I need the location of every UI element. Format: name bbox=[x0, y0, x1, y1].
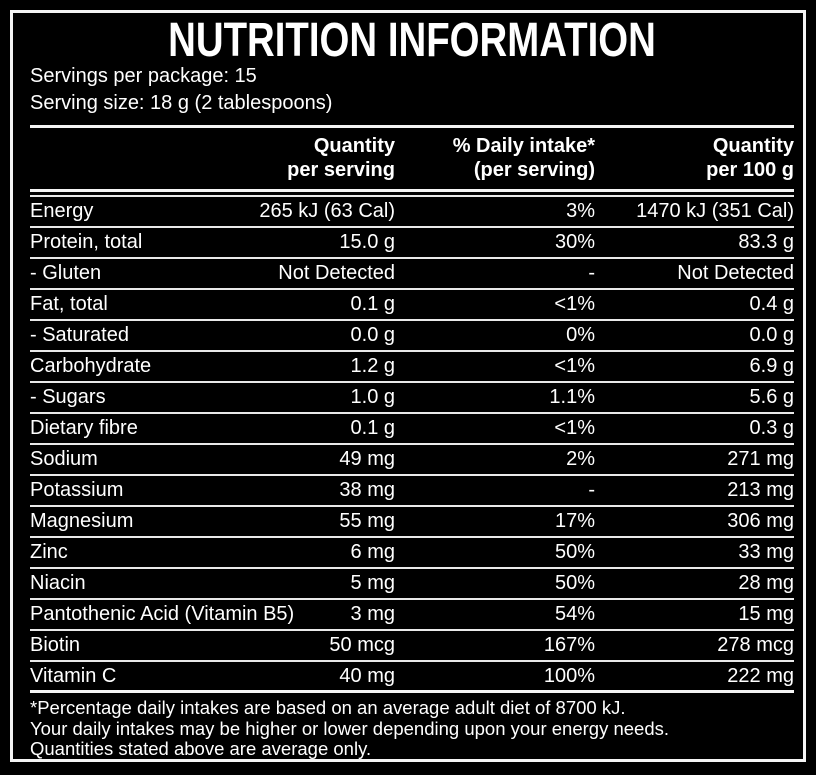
nutrient-row: - Sugars 1.0 g 1.1% 5.6 g bbox=[30, 383, 794, 414]
quantity-per-100g: 5.6 g bbox=[749, 386, 794, 408]
daily-intake-percent: 0% bbox=[566, 324, 595, 346]
daily-intake-percent: - bbox=[588, 479, 595, 501]
quantity-per-100g: 271 mg bbox=[727, 448, 794, 470]
quantity-per-serving: 0.0 g bbox=[350, 324, 395, 346]
daily-intake-percent: - bbox=[588, 262, 595, 284]
nutrient-label: Potassium bbox=[30, 479, 124, 501]
servings-per-package: Servings per package: 15 bbox=[30, 65, 257, 87]
quantity-per-100g: 15 mg bbox=[738, 603, 794, 625]
nutrient-row: Magnesium 55 mg 17% 306 mg bbox=[30, 507, 794, 538]
quantity-per-100g: 28 mg bbox=[738, 572, 794, 594]
quantity-per-100g: 0.4 g bbox=[749, 293, 794, 315]
footnote-daily-intake-basis: *Percentage daily intakes are based on a… bbox=[30, 697, 626, 718]
quantity-per-serving: 265 kJ (63 Cal) bbox=[259, 200, 395, 222]
column-header-quantity-per-serving: Quantity per serving bbox=[287, 135, 395, 181]
nutrient-label: Carbohydrate bbox=[30, 355, 152, 377]
quantity-per-100g: 222 mg bbox=[727, 665, 794, 687]
quantity-per-serving: 55 mg bbox=[339, 510, 395, 532]
quantity-per-100g: 0.0 g bbox=[749, 324, 794, 346]
daily-intake-percent: 50% bbox=[554, 572, 595, 594]
table-column-headers: Quantity per serving % Daily intake* (pe… bbox=[30, 128, 794, 192]
nutrient-row: - Saturated 0.0 g 0% 0.0 g bbox=[30, 321, 794, 352]
footnotes: *Percentage daily intakes are based on a… bbox=[30, 693, 794, 760]
daily-intake-percent: 100% bbox=[543, 665, 595, 687]
column-header-quantity-per-100g: Quantity per 100 g bbox=[706, 135, 794, 181]
nutrient-row: Carbohydrate 1.2 g <1% 6.9 g bbox=[30, 352, 794, 383]
nutrient-row: Potassium 38 mg - 213 mg bbox=[30, 476, 794, 507]
daily-intake-percent: <1% bbox=[554, 293, 595, 315]
nutrient-label: - Gluten bbox=[30, 262, 102, 284]
quantity-per-100g: 83.3 g bbox=[738, 231, 794, 253]
daily-intake-percent: 30% bbox=[554, 231, 595, 253]
quantity-per-100g: 1470 kJ (351 Cal) bbox=[636, 200, 794, 222]
nutrient-label: Pantothenic Acid (Vitamin B5) bbox=[30, 603, 295, 625]
top-rule bbox=[30, 125, 794, 128]
daily-intake-percent: 1.1% bbox=[549, 386, 595, 408]
quantity-per-serving: 3 mg bbox=[350, 603, 395, 625]
nutrient-row: - Gluten Not Detected - Not Detected bbox=[30, 259, 794, 290]
quantity-per-serving: 49 mg bbox=[339, 448, 395, 470]
quantity-per-serving: 1.0 g bbox=[350, 386, 395, 408]
nutrient-label: Energy bbox=[30, 200, 94, 222]
nutrient-row: Energy 265 kJ (63 Cal) 3% 1470 kJ (351 Cal) bbox=[30, 197, 794, 228]
nutrient-label: Niacin bbox=[30, 572, 86, 594]
quantity-per-serving: 38 mg bbox=[339, 479, 395, 501]
nutrient-label: - Sugars bbox=[30, 386, 106, 408]
quantity-per-100g: 213 mg bbox=[727, 479, 794, 501]
daily-intake-percent: <1% bbox=[554, 355, 595, 377]
quantity-per-serving: 40 mg bbox=[339, 665, 395, 687]
nutrient-table-body: Energy 265 kJ (63 Cal) 3% 1470 kJ (351 Cal)… bbox=[30, 197, 794, 693]
nutrient-label: Sodium bbox=[30, 448, 98, 470]
quantity-per-serving: 15.0 g bbox=[339, 231, 395, 253]
nutrient-label: Dietary fibre bbox=[30, 417, 138, 439]
daily-intake-percent: 50% bbox=[554, 541, 595, 563]
nutrient-label: Vitamin C bbox=[30, 665, 117, 687]
nutrient-row: Protein, total 15.0 g 30% 83.3 g bbox=[30, 228, 794, 259]
quantity-per-100g: 306 mg bbox=[727, 510, 794, 532]
nutrient-label: Zinc bbox=[30, 541, 68, 563]
daily-intake-percent: <1% bbox=[554, 417, 595, 439]
nutrient-label: Magnesium bbox=[30, 510, 134, 532]
footnote-average-only: Quantities stated above are average only… bbox=[30, 738, 372, 759]
nutrient-row: Zinc 6 mg 50% 33 mg bbox=[30, 538, 794, 569]
quantity-per-serving: 0.1 g bbox=[350, 417, 395, 439]
nutrient-row: Sodium 49 mg 2% 271 mg bbox=[30, 445, 794, 476]
daily-intake-percent: 167% bbox=[543, 634, 595, 656]
nutrient-label: Fat, total bbox=[30, 293, 108, 315]
header-double-rule bbox=[30, 195, 794, 197]
quantity-per-100g: Not Detected bbox=[677, 262, 794, 284]
serving-size: Serving size: 18 g (2 tablespoons) bbox=[30, 92, 333, 114]
daily-intake-percent: 17% bbox=[554, 510, 595, 532]
nutrient-label: Biotin bbox=[30, 634, 81, 656]
nutrient-label: Protein, total bbox=[30, 231, 143, 253]
daily-intake-percent: 54% bbox=[554, 603, 595, 625]
quantity-per-100g: 278 mcg bbox=[717, 634, 794, 656]
nutrient-row: Fat, total 0.1 g <1% 0.4 g bbox=[30, 290, 794, 321]
quantity-per-serving: 0.1 g bbox=[350, 293, 395, 315]
footnote-energy-needs: Your daily intakes may be higher or lowe… bbox=[30, 717, 670, 739]
quantity-per-serving: 5 mg bbox=[350, 572, 395, 594]
quantity-per-100g: 0.3 g bbox=[749, 417, 794, 439]
nutrient-row: Vitamin C 40 mg 100% 222 mg bbox=[30, 662, 794, 693]
quantity-per-serving: 6 mg bbox=[350, 541, 395, 563]
label-border-panel: NUTRITION INFORMATION Servings per packa… bbox=[10, 10, 806, 762]
nutrient-row: Niacin 5 mg 50% 28 mg bbox=[30, 569, 794, 600]
quantity-per-100g: 33 mg bbox=[738, 541, 794, 563]
quantity-per-serving: 1.2 g bbox=[350, 355, 395, 377]
column-header-daily-intake: % Daily intake* (per serving) bbox=[452, 135, 595, 181]
page-title: NUTRITION INFORMATION bbox=[168, 14, 656, 67]
nutrient-row: Pantothenic Acid (Vitamin B5) 3 mg 54% 15 m… bbox=[30, 600, 794, 631]
quantity-per-serving: 50 mcg bbox=[329, 634, 395, 656]
nutrient-label: - Saturated bbox=[30, 324, 129, 346]
daily-intake-percent: 2% bbox=[566, 448, 595, 470]
quantity-per-100g: 6.9 g bbox=[749, 355, 794, 377]
nutrient-row: Dietary fibre 0.1 g <1% 0.3 g bbox=[30, 414, 794, 445]
daily-intake-percent: 3% bbox=[566, 200, 595, 222]
nutrient-row: Biotin 50 mcg 167% 278 mcg bbox=[30, 631, 794, 662]
quantity-per-serving: Not Detected bbox=[278, 262, 395, 284]
